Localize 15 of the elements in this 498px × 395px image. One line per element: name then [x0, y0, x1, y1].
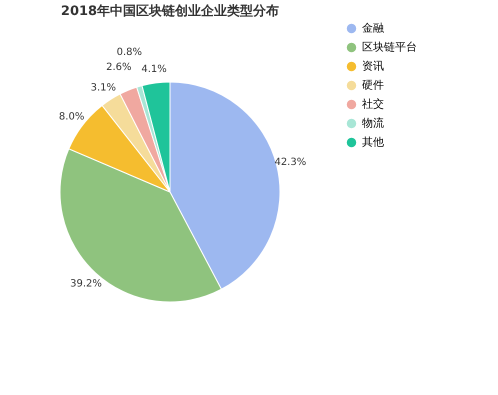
data-label: 2.6% — [106, 62, 132, 74]
legend-label: 其他 — [362, 136, 384, 148]
legend-label: 区块链平台 — [362, 40, 417, 54]
chart-title: 2018年中国区块链创业企业类型分布 — [60, 4, 280, 19]
legend-label: 硬件 — [362, 78, 384, 92]
data-label: 0.8% — [116, 46, 142, 58]
legend-label: 资讯 — [362, 60, 384, 72]
data-label: 39.2% — [70, 278, 102, 290]
data-label: 8.0% — [58, 112, 84, 123]
data-label: 3.1% — [90, 82, 116, 94]
legend-label: 金融 — [362, 22, 384, 34]
legend-label: 社交 — [362, 98, 384, 110]
legend-label: 物流 — [362, 116, 384, 130]
data-label: 4.1% — [141, 64, 167, 76]
data-label: 42.3% — [274, 157, 306, 168]
